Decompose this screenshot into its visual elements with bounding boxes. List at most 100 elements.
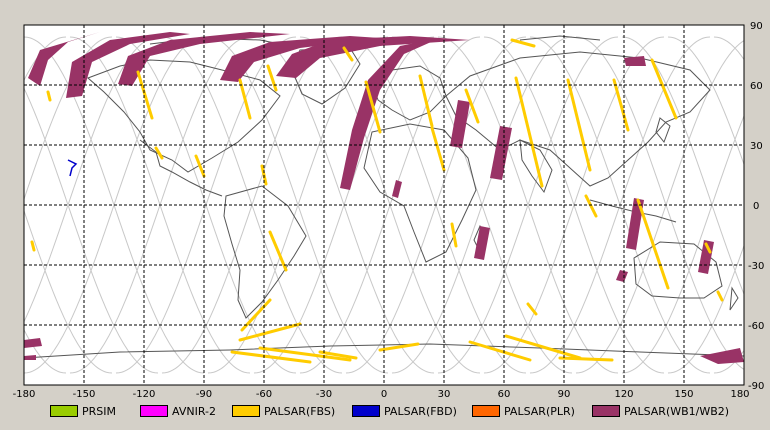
legend-item-palsar-fbs: PALSAR(FBS) <box>232 403 335 419</box>
swath-wb-14 <box>616 270 628 282</box>
swath-fbs-6 <box>418 74 434 128</box>
lon-tick-label: 30 <box>438 389 451 400</box>
lon-tick-label: -30 <box>316 389 332 400</box>
orbit-track <box>24 209 113 374</box>
lat-tick-labels: 90 60 30 0 -30 -60 -90 <box>748 21 764 392</box>
swath-fbs-7 <box>430 126 446 172</box>
swath-wb-8 <box>490 126 512 180</box>
lon-tick-labels: -180 -150 -120 -90 -60 -30 0 30 60 90 12… <box>13 389 750 400</box>
swath-fbs-33 <box>704 242 712 254</box>
swath-fbs-30 <box>46 90 52 102</box>
swath-fbs-1 <box>136 70 154 120</box>
swath-wb-15 <box>700 348 744 364</box>
swath-fbs-25 <box>378 342 420 352</box>
legend-swatch <box>352 405 380 417</box>
lat-tick-label: -90 <box>748 381 764 392</box>
lat-tick-label: -60 <box>748 321 764 332</box>
legend-item-prsim: PRSIM <box>50 403 116 419</box>
lon-tick-label: -120 <box>133 389 156 400</box>
swath-wb-9 <box>474 226 490 260</box>
orbit-track <box>667 36 744 166</box>
swath-fbs-19 <box>450 222 458 248</box>
swath-fbs-13 <box>650 58 678 120</box>
swath-fbd-1 <box>67 159 78 177</box>
legend-swatch <box>50 405 78 417</box>
swath-fbs-32 <box>716 290 724 302</box>
swath-fbs-21 <box>238 322 302 342</box>
swath-fbs-11 <box>566 78 592 172</box>
lat-tick-label: 0 <box>753 201 759 212</box>
swath-fbs-23 <box>258 346 352 362</box>
legend-label: PRSIM <box>82 404 116 418</box>
swath-fbs-4 <box>342 46 354 62</box>
swath-fbs-14 <box>584 194 598 218</box>
lat-tick-label: 30 <box>750 141 763 152</box>
lon-tick-label: 90 <box>558 389 571 400</box>
swath-fbs-34 <box>154 146 164 160</box>
lon-tick-label: -90 <box>196 389 212 400</box>
lon-tick-label: 0 <box>381 389 387 400</box>
swath-fbs-8 <box>464 88 480 124</box>
swath-wb-11 <box>624 56 646 66</box>
swath-fbs-5 <box>364 80 382 134</box>
coverage-map: -180 -150 -120 -90 -60 -30 0 30 60 90 12… <box>0 21 765 400</box>
swath-fbs-27 <box>504 334 582 360</box>
lon-tick-label: -180 <box>13 389 36 400</box>
swath-fbs-10 <box>514 76 544 188</box>
lon-tick-label: 120 <box>614 389 633 400</box>
swath-fbs-15 <box>636 198 670 290</box>
swath-wb-10 <box>392 180 402 198</box>
legend-label: PALSAR(WB1/WB2) <box>624 404 730 418</box>
lat-tick-label: 60 <box>750 81 763 92</box>
orbit-track <box>667 244 744 374</box>
swath-wb-3 <box>118 32 290 86</box>
legend-swatch <box>140 405 168 417</box>
lon-tick-label: -150 <box>73 389 96 400</box>
legend-label: PALSAR(FBD) <box>384 404 457 418</box>
lon-tick-label: 180 <box>730 389 749 400</box>
orbit-track <box>0 37 20 373</box>
orbit-track <box>0 37 20 373</box>
legend: PRSIM AVNIR-2 PALSAR(FBS) PALSAR(FBD) PA… <box>0 400 770 430</box>
swath-fbs-28 <box>558 356 614 362</box>
legend-item-palsar-wb: PALSAR(WB1/WB2) <box>592 403 729 419</box>
legend-swatch <box>472 405 500 417</box>
lat-tick-label: 90 <box>750 21 763 32</box>
swath-fbs-22 <box>230 350 312 364</box>
palsar-fbs-swaths <box>30 38 724 364</box>
legend-label: PALSAR(FBS) <box>264 404 336 418</box>
legend-item-avnir2: AVNIR-2 <box>140 403 216 419</box>
legend-item-palsar-plr: PALSAR(PLR) <box>472 403 575 419</box>
swath-wb-1 <box>28 32 100 86</box>
swath-fbs-18 <box>268 230 288 272</box>
swath-wb-16 <box>24 338 42 348</box>
lon-tick-label: -60 <box>256 389 272 400</box>
swath-wb-12 <box>626 198 644 250</box>
legend-swatch <box>232 405 260 417</box>
swath-wb-2 <box>66 32 190 98</box>
swath-fbs-12 <box>612 78 630 132</box>
legend-item-palsar-fbd: PALSAR(FBD) <box>352 403 457 419</box>
orbit-track <box>24 328 67 374</box>
swath-fbs-29 <box>526 302 538 316</box>
swath-fbs-3 <box>266 64 278 92</box>
legend-label: AVNIR-2 <box>172 404 216 418</box>
orbit-track <box>437 36 619 374</box>
swath-fbs-26 <box>468 340 532 362</box>
legend-swatch <box>592 405 620 417</box>
swath-wb-17 <box>24 355 36 360</box>
legend-label: PALSAR(PLR) <box>504 404 575 418</box>
orbit-track <box>24 87 159 374</box>
palsar-fbd-swaths <box>67 159 78 177</box>
swath-fbs-9 <box>510 38 536 48</box>
swath-fbs-2 <box>238 78 252 120</box>
graticule <box>24 25 744 385</box>
swath-fbs-31 <box>30 240 36 252</box>
lon-tick-label: 150 <box>674 389 693 400</box>
swath-fbs-16 <box>194 154 206 178</box>
swath-wb-6 <box>340 38 440 190</box>
map-frame <box>23 24 745 386</box>
lat-tick-label: -30 <box>748 261 764 272</box>
swath-fbs-24 <box>318 350 358 360</box>
lon-tick-label: 60 <box>498 389 511 400</box>
